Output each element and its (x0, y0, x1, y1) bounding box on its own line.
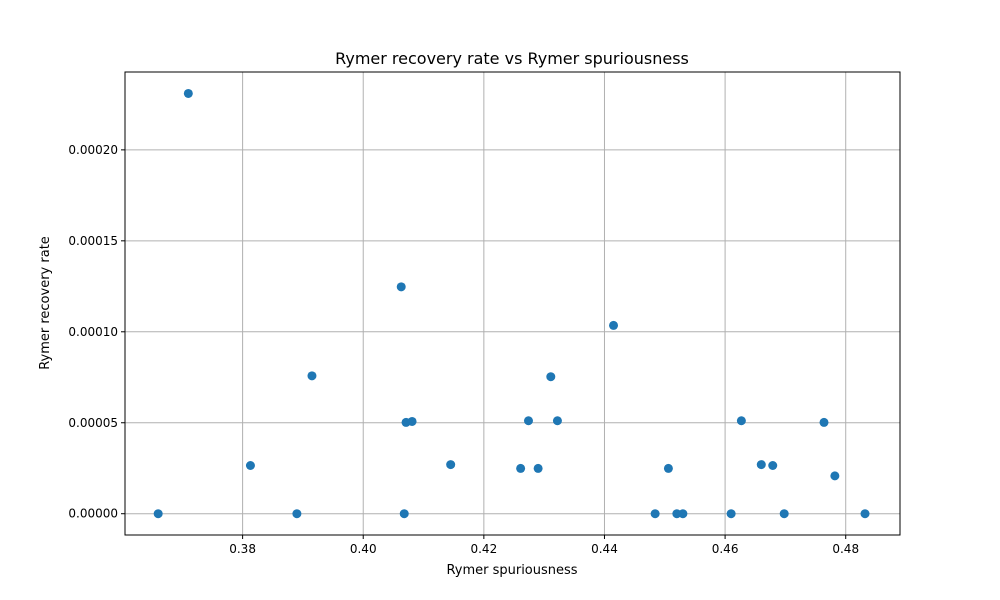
scatter-point (779, 509, 789, 519)
scatter-point (860, 509, 870, 519)
scatter-point (516, 463, 526, 473)
scatter-point (546, 372, 556, 382)
y-axis-label: Rymer recovery rate (38, 236, 53, 370)
x-tick-label: 0.48 (832, 542, 859, 556)
scatter-point (153, 509, 163, 519)
scatter-point (726, 509, 736, 519)
scatter-point (307, 371, 317, 381)
scatter-point (446, 460, 456, 470)
chart-title: Rymer recovery rate vs Rymer spuriousnes… (335, 49, 689, 68)
scatter-point (768, 461, 778, 471)
x-tick-label: 0.46 (712, 542, 739, 556)
y-tick-label: 0.00020 (68, 143, 118, 157)
scatter-point (678, 509, 688, 519)
scatter-point (399, 509, 409, 519)
y-tick-label: 0.00015 (68, 234, 118, 248)
data-points (153, 88, 870, 519)
scatter-point (245, 461, 255, 471)
x-tick-label: 0.40 (350, 542, 377, 556)
scatter-point (183, 88, 193, 98)
x-axis-ticks: 0.38 0.40 0.42 0.44 0.46 0.48 (229, 535, 859, 556)
scatter-point (523, 416, 533, 426)
scatter-point (396, 282, 406, 292)
plot-frame (124, 71, 901, 536)
scatter-point (830, 471, 840, 481)
scatter-point (292, 509, 302, 519)
x-tick-label: 0.38 (229, 542, 256, 556)
scatter-point (663, 463, 673, 473)
scatter-point (650, 509, 660, 519)
scatter-point (756, 460, 766, 470)
grid-lines (125, 72, 900, 535)
scatter-point (407, 416, 417, 426)
y-axis-ticks: 0.00000 0.00005 0.00010 0.00015 0.00020 (68, 143, 125, 521)
scatter-point (552, 416, 562, 426)
x-axis-label: Rymer spuriousness (446, 563, 577, 578)
y-tick-label: 0.00010 (68, 325, 118, 339)
y-tick-label: 0.00005 (68, 416, 118, 430)
x-tick-label: 0.44 (591, 542, 618, 556)
x-tick-label: 0.42 (470, 542, 497, 556)
scatter-point (533, 463, 543, 473)
y-tick-label: 0.00000 (68, 507, 118, 521)
scatter-point (736, 416, 746, 426)
scatter-point (819, 417, 829, 427)
scatter-point (609, 320, 619, 330)
